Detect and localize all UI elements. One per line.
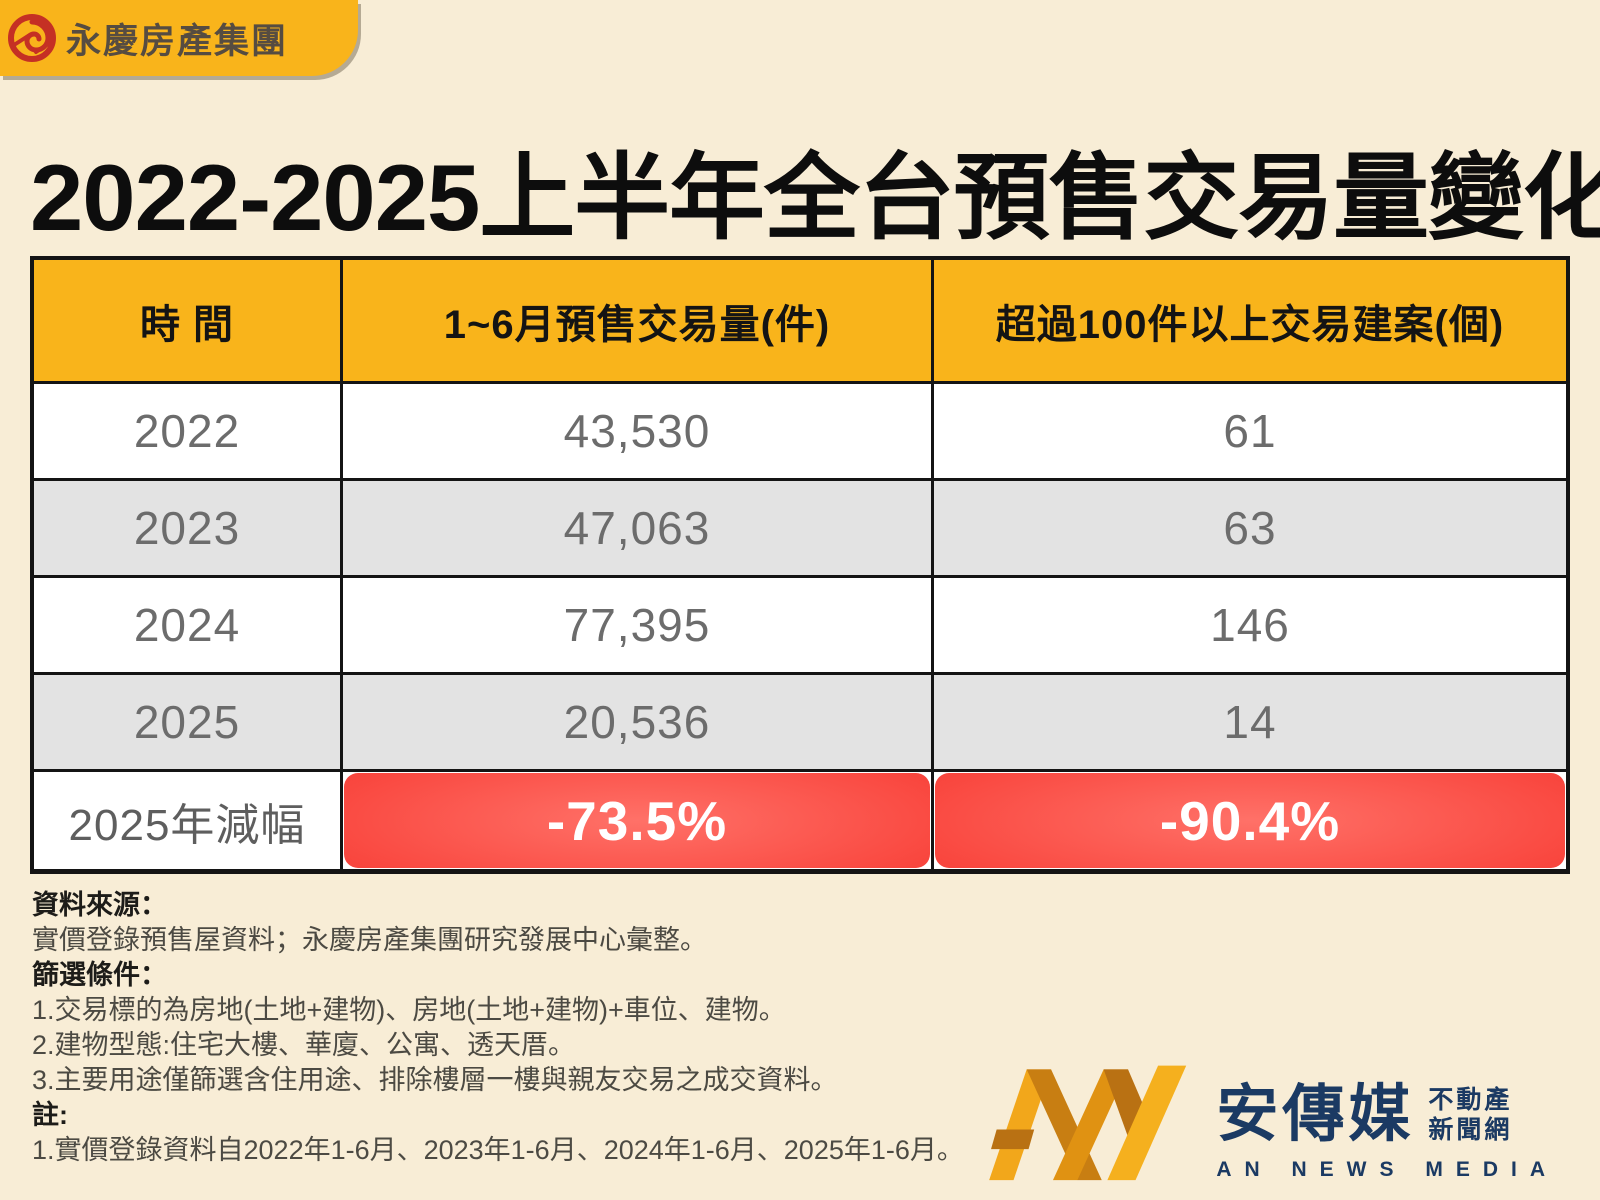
table-row-2022-projects: 61 [934,384,1566,478]
table-row-2023-projects: 63 [934,481,1566,575]
table-row-2023-volume: 47,063 [343,481,931,575]
table-row-2023-year: 2023 [34,481,340,575]
table-row-2022-volume: 43,530 [343,384,931,478]
summary-volume-cell: -73.5% [343,772,931,869]
source-text: 實價登錄預售屋資料；永慶房產集團研究發展中心彙整。 [32,925,707,955]
filter-label: 篩選條件： [32,960,167,990]
media-wordmark: 安傳媒 不動產 新聞網 AN NEWS MEDIA [1216,1084,1558,1182]
yungching-logo-icon [8,14,56,62]
page-title: 2022-2025上半年全台預售交易量變化 [30,145,1600,250]
column-header-projects: 超過100件以上交易建案(個) [934,260,1566,381]
remark-item-1: 1.實價登錄資料自2022年1-6月、2023年1-6月、2024年1-6月、2… [32,1135,964,1165]
table-row-2024-volume: 77,395 [343,578,931,672]
filter-item-1: 1.交易標的為房地(土地+建物)、房地(土地+建物)+車位、建物。 [32,995,786,1025]
media-cn-name: 安傳媒 [1216,1080,1415,1149]
column-header-time: 時 間 [34,260,340,381]
source-label: 資料來源： [32,890,167,920]
table-row-2025-volume: 20,536 [343,675,931,769]
table-row-2025-year: 2025 [34,675,340,769]
table-row-2025-projects: 14 [934,675,1566,769]
summary-projects-cell: -90.4% [934,772,1566,869]
filter-item-3: 3.主要用途僅篩選含住用途、排除樓層一樓與親友交易之成交資料。 [32,1065,838,1095]
presale-volume-table: 時 間 1~6月預售交易量(件) 超過100件以上交易建案(個) 2022 43… [30,256,1570,874]
media-en-name: AN NEWS MEDIA [1216,1158,1558,1181]
filter-item-2: 2.建物型態:住宅大樓、華廈、公寓、透天厝。 [32,1030,576,1060]
media-sub-line2: 新聞網 [1428,1116,1513,1144]
projects-decline-badge: -90.4% [935,773,1565,868]
table-row-2024-projects: 146 [934,578,1566,672]
column-header-volume: 1~6月預售交易量(件) [343,260,931,381]
remark-label: 註: [32,1100,68,1130]
footnotes: 資料來源： 實價登錄預售屋資料；永慶房產集團研究發展中心彙整。 篩選條件： 1.… [32,888,1082,1168]
media-sub-line1: 不動產 [1428,1086,1513,1114]
summary-row-label: 2025年減幅 [34,772,340,869]
brand-name: 永慶房產集團 [66,21,289,61]
an-monogram-icon [989,1065,1187,1181]
brand-badge: 永慶房產集團 [0,0,358,76]
table-row-2024-year: 2024 [34,578,340,672]
media-sub-lines: 不動產 新聞網 [1428,1085,1512,1145]
table-row-2022-year: 2022 [34,384,340,478]
an-news-media-logo: 安傳媒 不動產 新聞網 AN NEWS MEDIA [983,1060,1558,1182]
volume-decline-badge: -73.5% [344,773,930,868]
